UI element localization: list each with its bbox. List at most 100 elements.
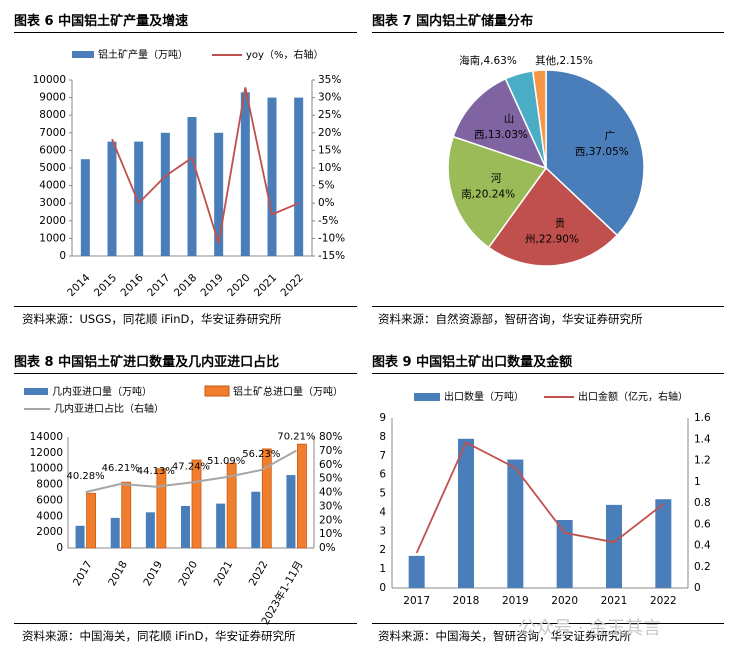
share-data-label: 56.23% (242, 449, 280, 460)
y-tick-label: 6000 (36, 494, 63, 506)
share-data-label: 46.21% (102, 463, 140, 474)
y2-tick-label: -15% (318, 250, 345, 262)
chart9: 出口数量（万吨） 出口金额（亿元，右轴） 0 1 2 3 4 5 6 7 8 9 0 0.2 0.4 0.6 0… (379, 390, 711, 607)
y-tick-label: 12000 (30, 447, 63, 459)
chart6-title: 图表 6 中国铝土矿产量及增速 (14, 14, 189, 29)
legend-label-qty: 出口数量（万吨） (444, 390, 524, 403)
chart7-source-rule (372, 306, 724, 307)
pie-label: 河 (491, 173, 502, 185)
legend-label-output: 铝土矿产量（万吨） (98, 48, 188, 61)
share-data-label: 44.13% (137, 466, 175, 477)
x-tick-label: 2020 (551, 595, 578, 607)
bar-guinea (216, 503, 226, 548)
chart8: 几内亚进口量（万吨） 铝土矿总进口量（万吨） 几内亚进口占比（右轴） 0 2000 400… (24, 385, 343, 627)
y-tick-label: 2000 (36, 526, 63, 538)
x-tick-label: 2022 (279, 272, 306, 299)
y-tick-label: 5000 (39, 162, 66, 174)
y2-tick-label: 80% (319, 431, 342, 443)
share-data-label: 47.24% (172, 461, 210, 472)
chart9-source: 资料来源：中国海关，智研咨询，华安证券研究所 (378, 629, 631, 643)
pie-label-hainan: 海南,4.63% (459, 54, 517, 67)
x-tick-label: 2022 (247, 559, 271, 588)
bar-total (156, 468, 167, 549)
y2-tick-label: 0.8 (694, 497, 711, 509)
x-tick-label: 2020 (225, 272, 252, 299)
pie-label: 广 (605, 130, 616, 142)
pie-label: 贵 (555, 216, 566, 229)
pie-slice-6 (531, 69, 547, 169)
legend-label-share: 几内亚进口占比（右轴） (54, 402, 164, 415)
y2-tick-label: 25% (318, 109, 341, 121)
pie-slice-4 (452, 77, 548, 170)
y2-tick-label: 50% (319, 473, 342, 485)
x-tick-label: 2016 (119, 272, 147, 300)
legend-label-amount: 出口金额（亿元，右轴） (578, 390, 688, 403)
y-tick-label: 8000 (36, 479, 63, 491)
chart8-source: 资料来源：中国海关，同花顺 iFinD，华安证券研究所 (22, 629, 296, 643)
y2-tick-label: 10% (318, 162, 341, 174)
share-data-label: 51.09% (207, 456, 245, 467)
x-tick-label: 2021 (252, 272, 279, 299)
x-tick-label: 2017 (403, 595, 430, 607)
legend-swatch-qty (414, 393, 440, 401)
y-tick-label: 7 (379, 450, 386, 462)
pie-label: 山 (504, 113, 515, 125)
y2-tick-label: 0% (319, 542, 336, 554)
y-tick-label: 2 (379, 544, 386, 556)
chart6-source-rule (14, 306, 357, 307)
x-tick-label: 2015 (92, 272, 119, 299)
bar-guinea (145, 512, 155, 548)
y-tick-label: 6 (379, 469, 386, 481)
y-tick-label: 9000 (39, 92, 66, 104)
y-tick-label: 1 (379, 563, 386, 575)
bar-total (297, 443, 307, 549)
y-tick-label: 4000 (36, 510, 63, 522)
y2-tick-label: 35% (318, 74, 341, 86)
pie-slice-2 (487, 166, 619, 267)
x-tick-label: 2018 (106, 559, 130, 588)
y2-tick-label: 60% (319, 459, 342, 471)
y2-tick-label: 70% (319, 445, 342, 457)
pie-label: 西,37.05% (575, 146, 629, 158)
line-share (85, 449, 297, 494)
chart9-title: 图表 9 中国铝土矿出口数量及金额 (372, 355, 573, 370)
y2-tick-label: 5% (318, 180, 335, 192)
bar-qty (408, 555, 425, 588)
y-tick-label: 4000 (39, 180, 66, 192)
chart9-title-rule (372, 373, 724, 374)
x-tick-label: 2019 (141, 559, 165, 588)
y-tick-label: 9 (379, 412, 386, 424)
share-data-label: 40.28% (67, 471, 105, 482)
y2-tick-label: 0.2 (694, 561, 711, 573)
y-tick-label: 8 (379, 431, 386, 443)
share-data-label: 70.21% (277, 432, 315, 443)
bar-qty (458, 438, 474, 588)
y-tick-label: 3000 (39, 197, 66, 209)
legend-label-total: 铝土矿总进口量（万吨） (233, 385, 343, 398)
x-tick-label: 2017 (71, 559, 95, 588)
pie-label: 南,20.24% (461, 188, 515, 201)
y2-tick-label: 15% (318, 144, 341, 156)
chart9-source-rule (372, 623, 724, 624)
x-tick-label: 2014 (65, 272, 93, 300)
bar-guinea (251, 491, 261, 548)
bar-output (267, 97, 277, 256)
bar-output (294, 97, 304, 256)
legend-label-guinea: 几内亚进口量（万吨） (52, 385, 152, 398)
chart7-title-rule (372, 32, 724, 33)
legend-swatch-guinea (24, 388, 48, 395)
x-tick-label: 2018 (453, 595, 480, 607)
y2-tick-label: 1.6 (694, 412, 711, 424)
bar-guinea (110, 517, 120, 548)
watermark: 公众号 · 金玉其言 (518, 618, 662, 639)
bar-output (160, 132, 170, 256)
y-tick-label: 8000 (39, 109, 66, 121)
y-tick-label: 0 (379, 582, 386, 594)
y-tick-label: 10000 (30, 463, 63, 475)
y-tick-label: 2000 (39, 215, 66, 227)
chart8-source-rule (14, 623, 357, 624)
y2-tick-label: 30% (319, 500, 342, 512)
bar-total (261, 448, 272, 549)
y2-tick-label: 1.4 (694, 433, 711, 445)
x-tick-label: 2020 (176, 559, 200, 588)
